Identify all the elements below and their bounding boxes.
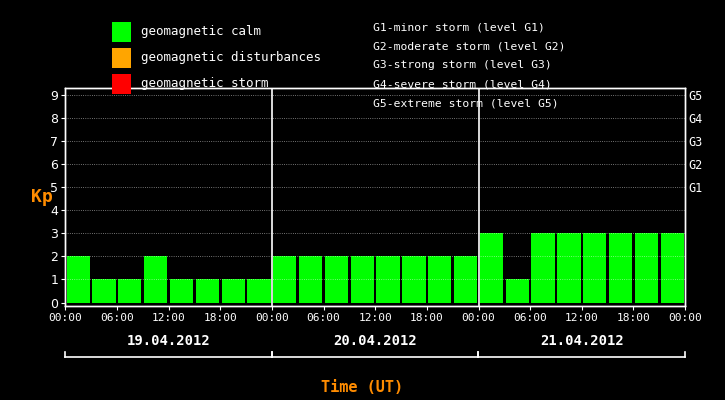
Bar <box>222 280 245 302</box>
Bar <box>531 233 555 302</box>
Text: G4-severe storm (level G4): G4-severe storm (level G4) <box>373 80 552 90</box>
Bar <box>402 256 426 302</box>
Bar <box>196 280 219 302</box>
Y-axis label: Kp: Kp <box>31 188 53 206</box>
Bar <box>558 233 581 302</box>
Bar <box>325 256 348 302</box>
Text: geomagnetic calm: geomagnetic calm <box>141 26 262 38</box>
Bar <box>428 256 452 302</box>
Text: 19.04.2012: 19.04.2012 <box>127 334 210 348</box>
Text: geomagnetic disturbances: geomagnetic disturbances <box>141 52 321 64</box>
Bar <box>376 256 399 302</box>
Text: G5-extreme storm (level G5): G5-extreme storm (level G5) <box>373 99 559 109</box>
Bar <box>609 233 632 302</box>
Text: G2-moderate storm (level G2): G2-moderate storm (level G2) <box>373 41 566 51</box>
Bar <box>660 233 684 302</box>
Bar <box>635 233 658 302</box>
Text: G1-minor storm (level G1): G1-minor storm (level G1) <box>373 22 545 32</box>
Text: geomagnetic storm: geomagnetic storm <box>141 78 269 90</box>
Text: 20.04.2012: 20.04.2012 <box>334 334 417 348</box>
Bar <box>67 256 90 302</box>
Bar <box>299 256 322 302</box>
Bar <box>480 233 503 302</box>
Bar <box>144 256 167 302</box>
Bar <box>273 256 297 302</box>
Bar <box>92 280 115 302</box>
Bar <box>118 280 141 302</box>
Bar <box>454 256 477 302</box>
Bar <box>583 233 606 302</box>
Text: G3-strong storm (level G3): G3-strong storm (level G3) <box>373 60 552 70</box>
Bar <box>170 280 193 302</box>
Bar <box>505 280 529 302</box>
Bar <box>351 256 374 302</box>
Bar <box>247 280 270 302</box>
Text: 21.04.2012: 21.04.2012 <box>540 334 624 348</box>
Text: Time (UT): Time (UT) <box>321 380 404 395</box>
